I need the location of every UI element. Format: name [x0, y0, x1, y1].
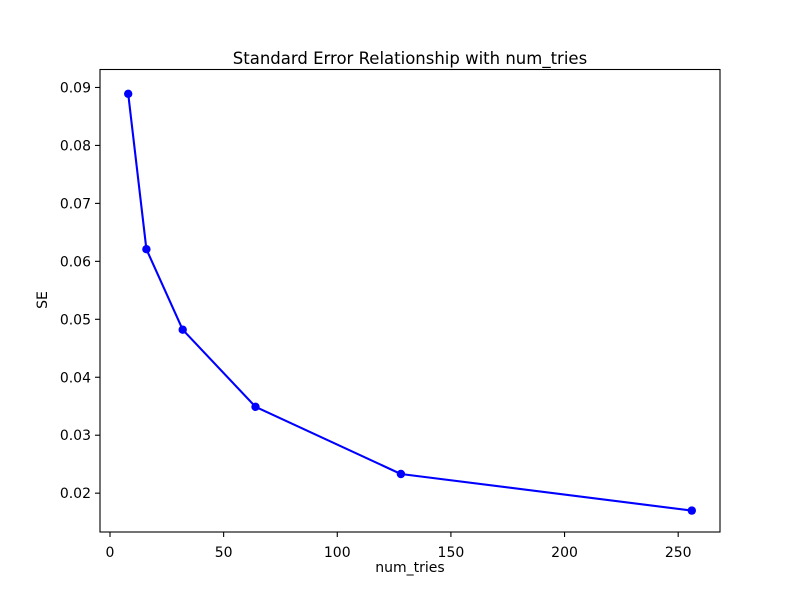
- x-tick-label: 0: [106, 545, 115, 561]
- plot-area: 0 50 100 150 200 250 0.02 0.03 0.04 0.05 0.06 0.07 0…: [60, 68, 721, 561]
- y-tick-label: 0.06: [60, 254, 91, 270]
- x-tick-label: 150: [438, 545, 465, 561]
- x-axis-label: num_tries: [375, 560, 444, 576]
- data-point-marker: [687, 506, 696, 515]
- y-tick-label: 0.05: [60, 312, 91, 328]
- y-tick-label: 0.07: [60, 196, 91, 212]
- x-tick-label: 50: [215, 545, 233, 561]
- axes-spines: [99, 68, 721, 533]
- data-point-marker: [142, 245, 151, 254]
- data-point-marker: [251, 402, 260, 411]
- y-tick-label: 0.02: [60, 486, 91, 502]
- x-tick-label: 250: [665, 545, 692, 561]
- y-tick-label: 0.09: [60, 80, 91, 96]
- y-tick-label: 0.08: [60, 138, 91, 154]
- data-point-marker: [396, 469, 406, 479]
- y-tick-label: 0.04: [60, 370, 91, 386]
- chart-title: Standard Error Relationship with num_tri…: [233, 49, 587, 69]
- x-tick-label: 100: [324, 545, 351, 561]
- data-line: [127, 92, 693, 512]
- x-tick-label: 200: [551, 545, 578, 561]
- y-axis-label: SE: [35, 291, 51, 309]
- data-point-marker: [178, 325, 187, 334]
- data-point-marker: [124, 89, 133, 99]
- y-tick-label: 0.03: [60, 428, 91, 444]
